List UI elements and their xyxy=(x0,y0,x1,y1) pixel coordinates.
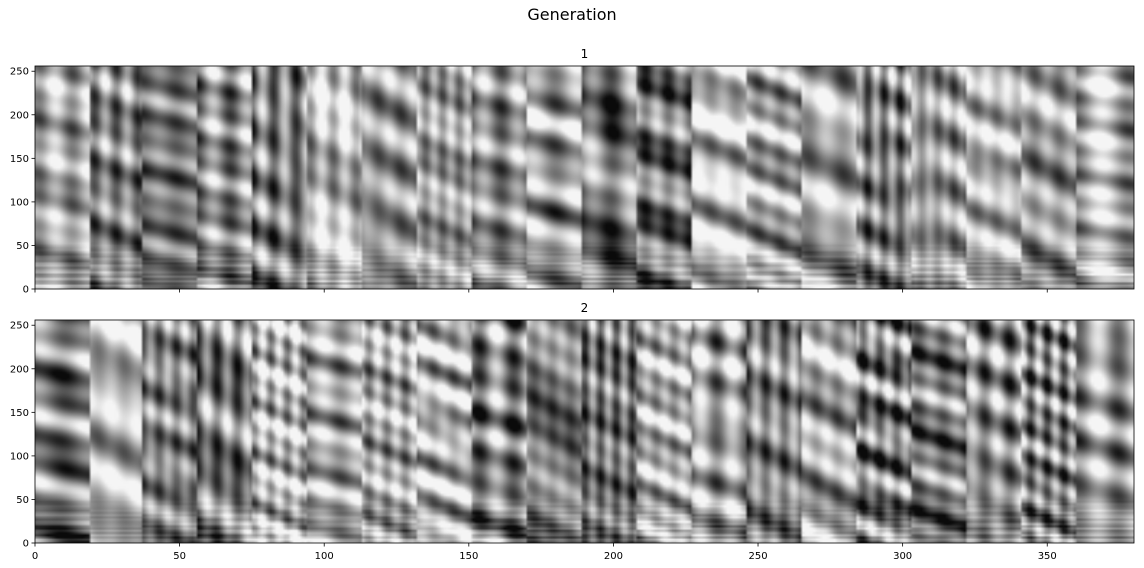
x-tick-label: 150 xyxy=(459,551,478,562)
y-tick-label: 50 xyxy=(16,495,29,506)
y-tick-label: 150 xyxy=(10,154,29,165)
y-tick-label: 250 xyxy=(10,67,29,78)
x-tick-label: 200 xyxy=(604,551,623,562)
heatmap-panel-2: 2 0 50 100 150 200 250 0 50 100 150 200 250 300 350 xyxy=(10,301,1135,562)
x-tick-label: 0 xyxy=(32,551,38,562)
y-tick-label: 0 xyxy=(23,285,29,296)
y-tick-label: 150 xyxy=(10,408,29,419)
y-tick-label: 100 xyxy=(10,451,29,462)
heatmap-image xyxy=(35,66,1134,289)
x-tick-label: 300 xyxy=(893,551,912,562)
x-tick-label: 50 xyxy=(173,551,186,562)
subplot-title: 2 xyxy=(581,301,589,315)
x-tick-label: 250 xyxy=(748,551,767,562)
heatmap-panel-1: 1 0 50 100 150 200 250 xyxy=(10,47,1135,296)
y-tick-label: 200 xyxy=(10,110,29,121)
y-tick-label: 50 xyxy=(16,241,29,252)
figure-title: Generation xyxy=(527,5,616,24)
axes-frame xyxy=(34,65,1135,290)
subplot-title: 1 xyxy=(581,47,589,61)
y-tick-label: 250 xyxy=(10,321,29,332)
x-tick-label: 350 xyxy=(1038,551,1057,562)
y-tick-label: 0 xyxy=(23,539,29,550)
heatmap-image xyxy=(35,320,1134,543)
axes-frame xyxy=(34,319,1135,544)
y-tick-label: 100 xyxy=(10,197,29,208)
y-tick-label: 200 xyxy=(10,364,29,375)
x-tick-label: 100 xyxy=(315,551,334,562)
